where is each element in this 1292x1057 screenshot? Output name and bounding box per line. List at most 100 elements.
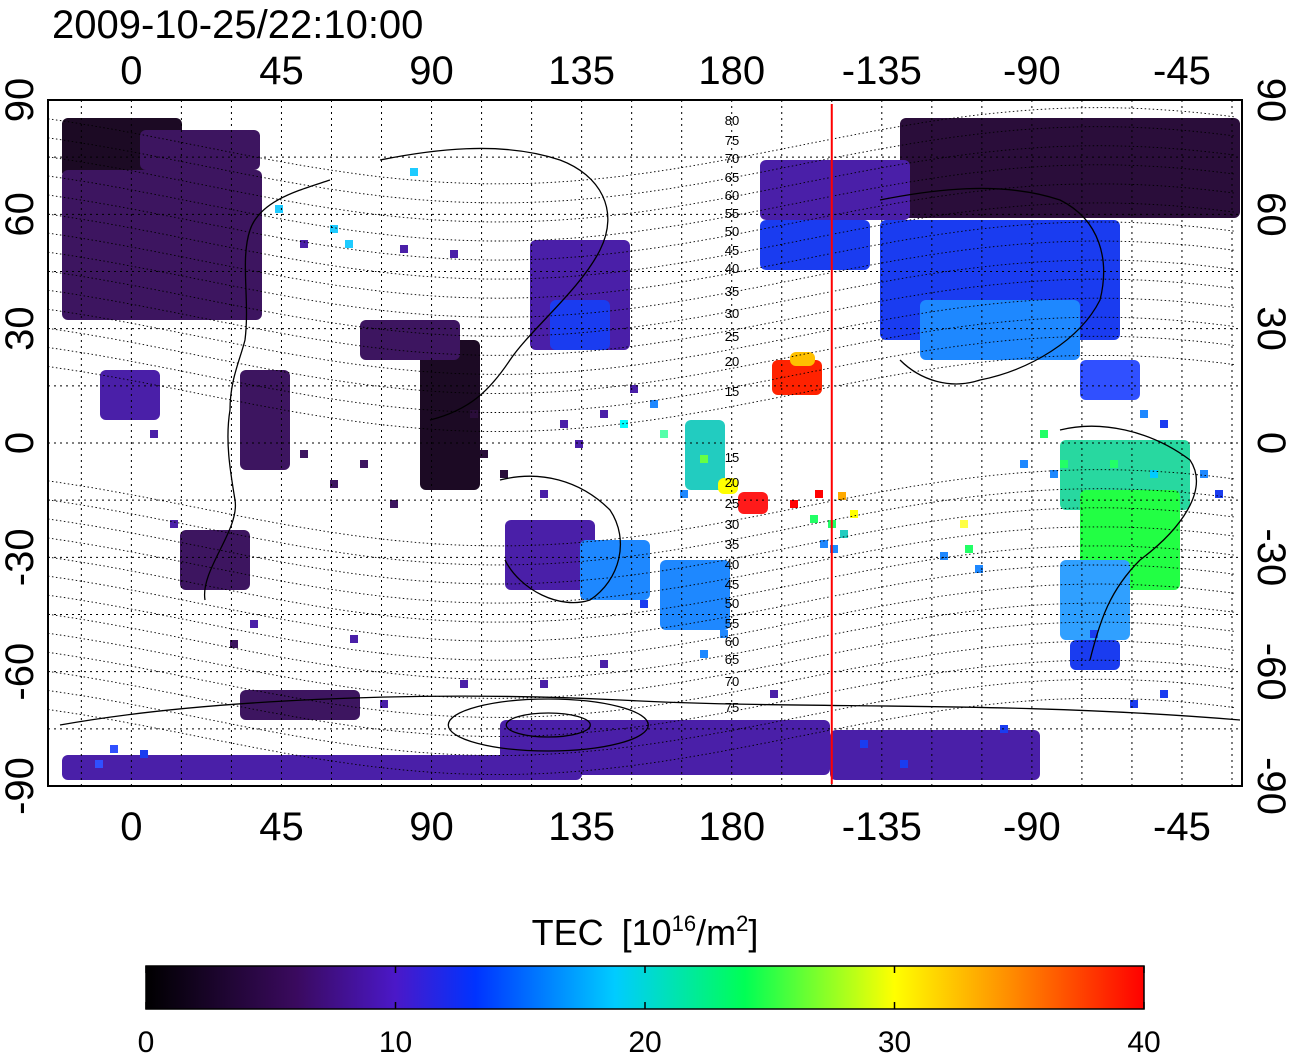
mlat-label: 15	[725, 450, 739, 465]
tec-region	[760, 220, 870, 270]
tec-cell	[520, 520, 528, 528]
tec-cell	[275, 205, 283, 213]
tec-cell	[540, 680, 548, 688]
tec-cell	[540, 490, 548, 498]
tec-region	[360, 320, 460, 360]
tec-cell	[1150, 470, 1158, 478]
tec-region	[240, 690, 360, 720]
mlat-label: 40	[725, 557, 739, 572]
mlat-contour	[48, 659, 1236, 737]
mlat-label: 75	[725, 133, 739, 148]
tec-cell	[815, 490, 823, 498]
tec-cell	[850, 510, 858, 518]
tec-cell	[650, 400, 658, 408]
lon-tick-bottom: -45	[1153, 805, 1211, 849]
lat-tick-left: 60	[0, 192, 42, 237]
tec-cell	[330, 225, 338, 233]
lon-tick-bottom: 135	[548, 805, 615, 849]
tec-cell	[1160, 420, 1168, 428]
colorbar-tick-label: 40	[1127, 1026, 1160, 1057]
mlat-contour	[48, 697, 1236, 776]
mlat-contour	[48, 145, 1236, 223]
tec-region	[100, 370, 160, 420]
tec-cell	[1020, 460, 1028, 468]
tec-cell	[1160, 690, 1168, 698]
mlat-contour	[48, 488, 1236, 566]
mlat-contour	[48, 640, 1236, 718]
mlat-label: 60	[725, 634, 739, 649]
tec-cell	[575, 440, 583, 448]
mlat-label: 45	[725, 243, 739, 258]
mlat-label: 75	[725, 700, 739, 715]
tec-asia	[420, 340, 480, 490]
mlat-label: 40	[725, 261, 739, 276]
tec-region	[550, 300, 610, 350]
mlat-contour	[48, 354, 1236, 433]
mlat-label: 65	[725, 170, 739, 185]
mlat-label: 35	[725, 537, 739, 552]
mlat-contour	[48, 297, 1236, 375]
lat-tick-right: -60	[1249, 643, 1292, 701]
mlat-label: 20	[725, 354, 739, 369]
colorbar-tick-label: 20	[628, 1026, 661, 1057]
mlat-contour	[48, 602, 1236, 680]
tec-cell	[630, 385, 638, 393]
coast-australia	[499, 475, 622, 604]
lat-tick-left: 0	[0, 432, 42, 454]
tec-cell	[760, 720, 768, 728]
tec-greenland	[900, 118, 1240, 218]
mlat-contour	[48, 316, 1236, 394]
tec-cell	[965, 545, 973, 553]
mlat-label: 20	[725, 475, 739, 490]
mlat-label: 55	[725, 616, 739, 631]
tec-cell	[350, 635, 358, 643]
lon-tick-bottom: -135	[842, 805, 922, 849]
tec-cell	[838, 492, 846, 500]
tec-cell	[390, 500, 398, 508]
tec-region	[500, 720, 830, 775]
tec-cell	[560, 420, 568, 428]
tec-cell	[600, 660, 608, 668]
colorbar-ticks: 0 10 20 30 40	[138, 966, 1161, 1057]
tec-cell	[860, 740, 868, 748]
mlat-contour	[48, 183, 1236, 261]
tec-cell	[1050, 470, 1058, 478]
tec-cell	[700, 455, 708, 463]
tec-cell	[840, 530, 848, 538]
tec-region	[830, 730, 1040, 780]
tec-region	[1080, 360, 1140, 400]
lon-tick-bottom: 45	[259, 805, 304, 849]
tec-cell	[600, 410, 608, 418]
colorbar: TEC [1016/m2] 0 10 20 30 40	[138, 911, 1161, 1057]
lat-tick-right: 30	[1249, 306, 1292, 351]
mlat-contour	[48, 469, 1236, 547]
lat-tick-right: -30	[1249, 528, 1292, 586]
coast-north-america	[879, 187, 1105, 385]
tec-cell	[150, 430, 158, 438]
tec-cell	[900, 760, 908, 768]
mlat-contour	[48, 583, 1236, 661]
longitude-ticks-bottom: 0 45 90 135 180 -135 -90 -45	[120, 805, 1211, 849]
tec-cell	[400, 245, 408, 253]
mlat-label: 50	[725, 596, 739, 611]
map-panel: 80 75 70 65 60 55 50 45 40 35 30 25 20 15 15 20 25 30 35 40…	[47, 99, 1243, 787]
mlat-label: 25	[725, 329, 739, 344]
tec-cell	[820, 540, 828, 548]
mlat-label: 25	[725, 496, 739, 511]
mlat-label: 50	[725, 224, 739, 239]
mlat-contour	[48, 621, 1236, 699]
mlat-contour	[48, 678, 1236, 756]
tec-region	[718, 478, 738, 494]
lat-tick-right: -90	[1249, 757, 1292, 815]
lon-tick-top: 45	[259, 49, 304, 93]
colorbar-tick-label: 0	[138, 1026, 155, 1057]
tec-cell	[1040, 430, 1048, 438]
mlat-label: 30	[725, 517, 739, 532]
mlat-label: 35	[725, 284, 739, 299]
mlat-label: 80	[725, 113, 739, 128]
tec-cell	[720, 630, 728, 638]
tec-cell	[230, 640, 238, 648]
lat-tick-right: 90	[1249, 78, 1292, 123]
lat-tick-left: -30	[0, 528, 42, 586]
